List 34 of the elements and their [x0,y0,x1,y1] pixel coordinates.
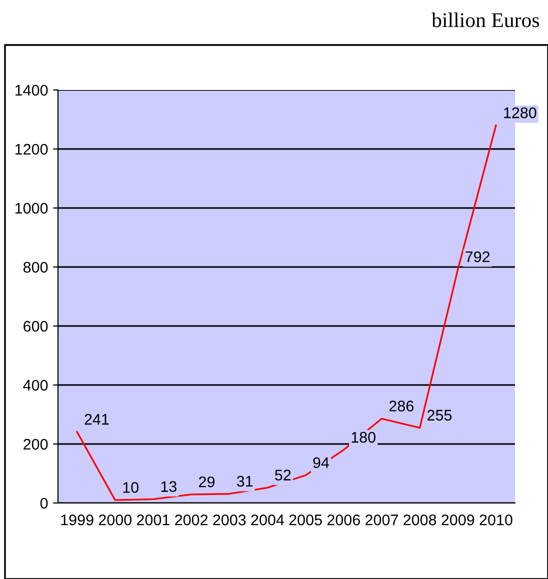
y-tick-label: 800 [23,262,48,273]
x-tick-label: 2010 [480,514,512,526]
x-tick-label: 2001 [136,514,170,526]
data-label: 31 [236,476,253,487]
data-label: 180 [352,432,376,443]
y-tick-label: 600 [24,320,48,332]
data-label: 286 [389,400,414,412]
y-tick-label: 200 [24,438,48,450]
line-series [76,124,497,501]
x-tick-label: 2007 [365,514,398,526]
data-label: 255 [428,410,452,421]
y-tick-label: 1400 [15,84,48,96]
x-tick-label: 2008 [404,514,436,526]
data-label: 29 [199,476,215,488]
data-label: 792 [466,251,490,262]
x-tick-label: 2006 [327,514,360,526]
x-tick-label: 2004 [251,514,284,526]
data-label: 52 [275,470,291,480]
data-label: 1280 [504,107,536,118]
chart-subtitle: billion Euros [432,12,540,28]
x-tick-label: 2002 [175,514,208,526]
x-tick-label: 2005 [289,514,322,526]
y-tick-label: 0 [40,498,48,509]
data-label: 10 [123,482,138,493]
x-tick-label: 2009 [442,514,474,526]
x-tick-label: 2003 [213,514,246,526]
y-tick-label: 1200 [15,144,48,155]
data-label: 241 [84,414,109,425]
data-label: 94 [313,457,330,468]
y-tick-label: 400 [23,380,48,391]
y-tick-label: 1000 [15,202,48,214]
x-tick-label: 1999 [61,514,94,526]
x-tick-label: 2000 [98,514,132,526]
data-label: 13 [161,481,176,492]
